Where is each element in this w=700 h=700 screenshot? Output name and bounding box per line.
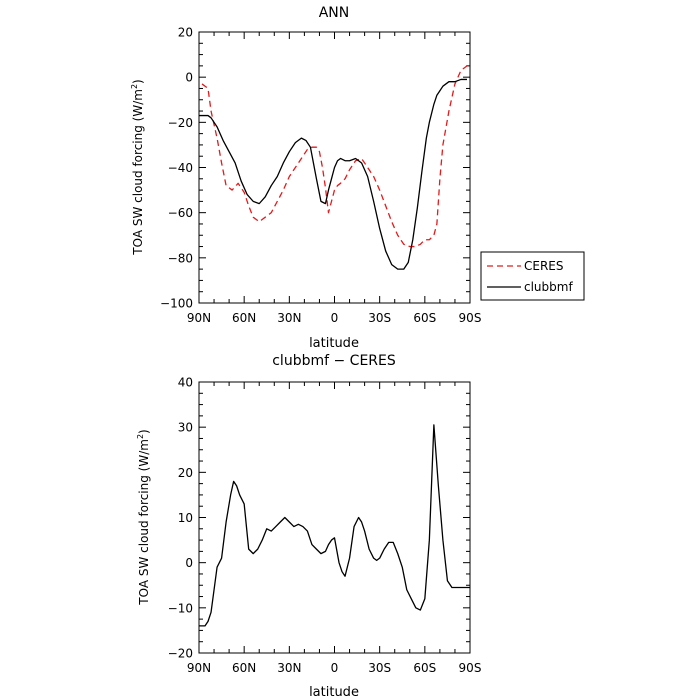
panel-difference-y-axis-label: TOA SW cloud forcing (W/m2): [136, 429, 151, 605]
x-tick-label: 60S: [413, 311, 436, 325]
panel-difference-frame: [198, 381, 471, 654]
y-tick-label: 30: [178, 421, 193, 435]
legend: CERES clubbmf: [480, 251, 585, 301]
panel-difference-series: [199, 424, 470, 627]
x-tick-label: 90N: [187, 311, 211, 325]
panel-annual-y-axis-label: TOA SW cloud forcing (W/m2): [130, 79, 145, 255]
x-tick-label: 30N: [277, 661, 301, 675]
legend-label-clubbmf: clubbmf: [524, 280, 573, 294]
y-tick-label: 10: [178, 511, 193, 525]
x-tick-label: 30N: [277, 311, 301, 325]
series-line-difference-0: [199, 424, 470, 627]
legend-label-ceres: CERES: [524, 259, 564, 273]
y-tick-label: 40: [178, 376, 193, 390]
y-tick-label: 20: [178, 466, 193, 480]
y-tick-label: −20: [168, 116, 193, 130]
x-tick-label: 30S: [368, 311, 391, 325]
panel-annual-series: [199, 65, 468, 270]
x-tick-label: 90S: [459, 311, 482, 325]
y-tick-label: −10: [168, 601, 193, 615]
x-tick-label: 0: [331, 661, 339, 675]
y-tick-label: 0: [185, 71, 193, 85]
panel-annual: ANN −100 −80 −60 −40 −20 0 20 90N 60N 30N 0 30S 60S 9…: [130, 5, 585, 351]
panel-difference-title: clubbmf − CERES: [272, 353, 396, 369]
panel-annual-ticks: −100 −80 −60 −40 −20 0 20 90N 60N 30N 0 30S 60S 90S: [160, 26, 481, 326]
y-tick-label: −20: [168, 647, 193, 661]
y-tick-label: −100: [160, 297, 193, 311]
y-tick-label: −40: [168, 161, 193, 175]
x-tick-label: 60S: [413, 661, 436, 675]
panel-difference-ticks: −20 −10 0 10 20 30 40 90N 60N 30N 0 30S 60S 90S: [168, 376, 482, 676]
y-tick-label: 0: [185, 556, 193, 570]
x-tick-label: 0: [331, 311, 339, 325]
panel-difference: clubbmf − CERES −20 −10 0 10 20 30 40 90N 60N 30N…: [136, 353, 481, 700]
panel-annual-title: ANN: [319, 5, 350, 21]
x-tick-label: 60N: [232, 661, 256, 675]
x-tick-label: 90S: [459, 661, 482, 675]
series-line-ceres: [201, 65, 468, 248]
y-tick-label: −80: [168, 251, 193, 265]
y-tick-label: 20: [178, 26, 193, 40]
panel-difference-x-axis-label: latitude: [309, 685, 359, 700]
y-tick-label: −60: [168, 206, 193, 220]
panel-annual-x-axis-label: latitude: [309, 336, 359, 351]
x-tick-label: 30S: [368, 661, 391, 675]
x-tick-label: 90N: [187, 661, 211, 675]
x-tick-label: 60N: [232, 311, 256, 325]
series-line-clubbmf: [199, 78, 467, 270]
legend-box: [480, 251, 585, 301]
